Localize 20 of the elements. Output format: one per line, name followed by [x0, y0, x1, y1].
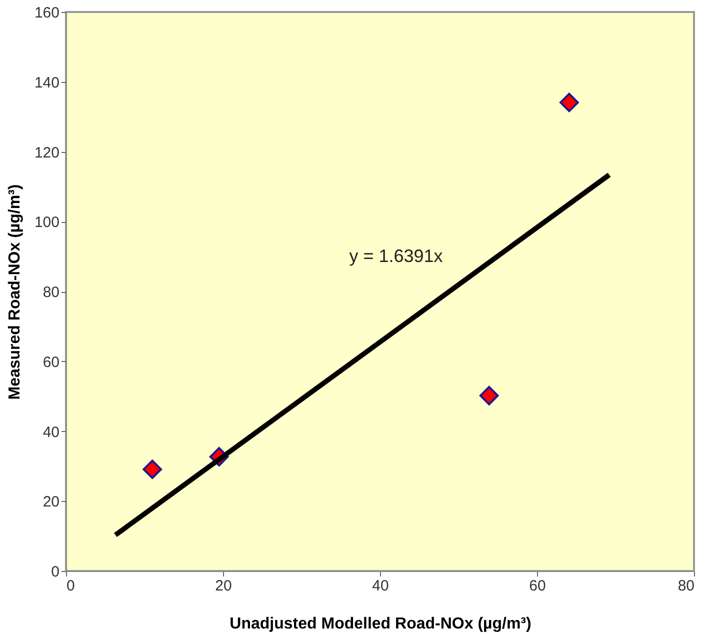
y-axis-title: Measured Road-NOx (µg/m³): [6, 184, 24, 400]
x-tick-label: 80: [678, 578, 694, 594]
x-tick-label: 0: [66, 578, 75, 594]
x-tick-label: 60: [529, 578, 546, 594]
y-tick-label: 60: [42, 354, 60, 371]
y-tick-label: 140: [34, 74, 60, 92]
y-tick-label: 0: [51, 564, 60, 580]
y-tick-label: 20: [42, 494, 60, 511]
y-tick-label: 100: [34, 214, 60, 232]
y-tick-label: 120: [34, 144, 60, 162]
point: [142, 460, 162, 479]
x-tick-label: 40: [372, 578, 389, 594]
annotation: y = 1.6391x: [349, 246, 443, 266]
point: [479, 386, 499, 406]
y-tick-label: 80: [42, 284, 60, 301]
point: [560, 92, 579, 112]
y-tick-label: 160: [34, 4, 60, 22]
x-axis-title: Unadjusted Modelled Road-NOx (µg/m³): [230, 616, 532, 632]
x-tick-label: 20: [215, 578, 232, 594]
y-tick-label: 40: [42, 424, 60, 441]
